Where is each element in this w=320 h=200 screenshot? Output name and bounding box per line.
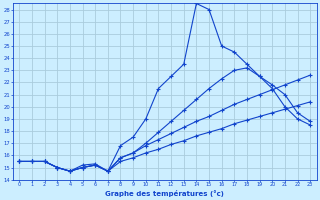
X-axis label: Graphe des températures (°c): Graphe des températures (°c): [105, 190, 224, 197]
